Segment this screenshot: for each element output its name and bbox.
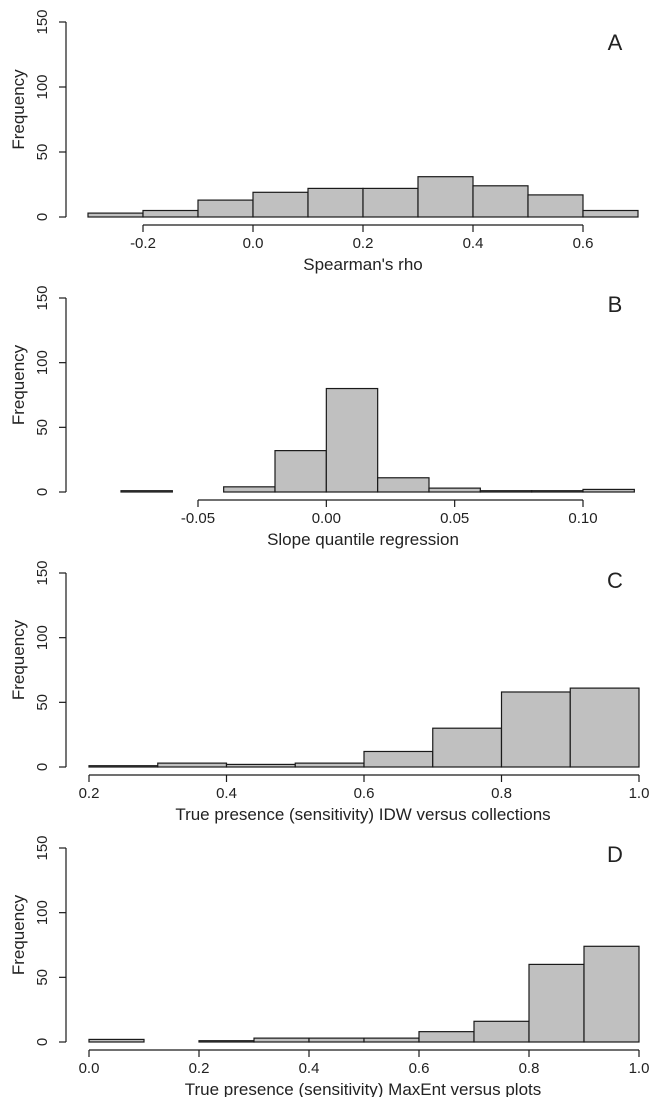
histogram-bar (87, 212, 144, 218)
histogram-bar (252, 191, 309, 218)
histogram-bar (363, 1037, 420, 1043)
histogram-bar (197, 199, 254, 218)
histogram-bar (325, 387, 379, 493)
x-tick-label: 1.0 (629, 785, 650, 802)
y-tick-label: 100 (34, 625, 51, 650)
x-tick-label: 0.6 (573, 235, 594, 252)
histogram-bar (531, 490, 584, 493)
y-tick-label: 150 (34, 9, 51, 34)
y-axis-title: Frequency (9, 894, 28, 975)
x-axis-title: True presence (sensitivity) IDW versus c… (175, 805, 550, 824)
histogram-bar (583, 945, 640, 1043)
x-tick-label: 0.8 (491, 785, 512, 802)
histogram-bar (432, 727, 503, 768)
panel-letter: D (607, 842, 623, 867)
histogram-bar (472, 185, 529, 218)
x-tick-label: 0.6 (354, 785, 375, 802)
histogram-bar (428, 487, 481, 493)
x-tick-label: 0.4 (216, 785, 237, 802)
histogram-bar (223, 486, 276, 493)
histogram-bar (294, 762, 365, 768)
x-tick-label: 0.10 (568, 510, 597, 527)
x-tick-label: 0.4 (299, 1060, 320, 1077)
x-axis-title: True presence (sensitivity) MaxEnt versu… (185, 1080, 542, 1097)
y-tick-label: 150 (34, 835, 51, 860)
x-tick-label: 0.2 (353, 235, 374, 252)
x-tick-label: 0.05 (440, 510, 469, 527)
x-tick-label: 0.2 (79, 785, 100, 802)
x-tick-label: 0.6 (409, 1060, 430, 1077)
histogram-bar (500, 691, 571, 768)
histogram-bar (225, 763, 296, 768)
y-tick-label: 50 (34, 694, 51, 711)
histogram-bar (308, 1037, 365, 1043)
y-tick-label: 150 (34, 560, 51, 585)
x-axis-title: Slope quantile regression (267, 530, 459, 549)
x-tick-label: 1.0 (629, 1060, 650, 1077)
histogram-bar (582, 209, 639, 218)
histogram-bar (582, 488, 635, 493)
y-tick-label: 50 (34, 419, 51, 436)
x-tick-label: 0.00 (312, 510, 341, 527)
histogram-bar (377, 477, 430, 493)
histogram-bar (363, 750, 434, 768)
histogram-bar (362, 187, 419, 218)
histogram-bar (479, 490, 533, 493)
x-tick-label: 0.2 (189, 1060, 210, 1077)
y-tick-label: 0 (34, 213, 51, 221)
y-tick-label: 0 (34, 763, 51, 771)
panel-letter: B (608, 292, 623, 317)
histogram-bar (569, 687, 640, 768)
y-tick-label: 0 (34, 1038, 51, 1046)
y-tick-label: 100 (34, 74, 51, 99)
histogram-bar (253, 1037, 310, 1043)
histogram-panel-d: 0 50 100 150 0.0 0.2 0.4 0.6 0.8 1.0 True presence… (9, 835, 649, 1097)
x-axis-title: Spearman's rho (303, 255, 422, 274)
x-tick-label: 0.0 (243, 235, 264, 252)
histogram-bar (157, 762, 228, 768)
histogram-bar (142, 209, 199, 218)
histogram-bar (198, 1040, 255, 1043)
histogram-bar (418, 1031, 475, 1043)
y-tick-label: 0 (34, 488, 51, 496)
histogram-panel-c: 0 50 100 150 0.2 0.4 0.6 0.8 1.0 True presence (s… (9, 560, 649, 824)
histogram-bar (88, 1038, 145, 1043)
histogram-bar (527, 194, 584, 218)
x-tick-label: -0.2 (130, 235, 156, 252)
y-tick-label: 50 (34, 144, 51, 161)
histogram-bar (88, 765, 159, 768)
x-tick-label: 0.0 (79, 1060, 100, 1077)
y-tick-label: 50 (34, 969, 51, 986)
x-tick-label: -0.05 (181, 510, 215, 527)
histogram-bar (528, 963, 585, 1043)
panel-letter: C (607, 568, 623, 593)
histogram-bar (307, 187, 364, 218)
histogram-panel-a: 0 50 100 150 -0.2 0.0 0.2 0.4 0.6 Spearman's rho F… (9, 9, 639, 274)
panel-letter: A (608, 30, 623, 55)
y-axis-title: Frequency (9, 619, 28, 700)
y-axis-title: Frequency (9, 69, 28, 150)
x-tick-label: 0.8 (519, 1060, 540, 1077)
histogram-bar (274, 450, 327, 493)
y-tick-label: 100 (34, 350, 51, 375)
x-tick-label: 0.4 (463, 235, 484, 252)
histogram-bar (473, 1020, 530, 1043)
y-axis-title: Frequency (9, 344, 28, 425)
y-tick-label: 100 (34, 900, 51, 925)
histogram-bar (417, 176, 474, 218)
histogram-panel-b: 0 50 100 150 -0.05 0.00 0.05 0.10 Slope quantile… (9, 285, 635, 549)
histogram-bar (120, 490, 173, 493)
y-tick-label: 150 (34, 285, 51, 310)
